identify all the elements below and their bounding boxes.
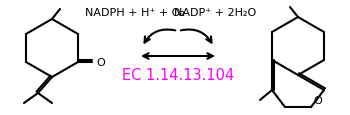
Text: O: O <box>313 95 322 105</box>
Text: O: O <box>96 58 105 67</box>
Text: NADPH + H⁺ + O₂: NADPH + H⁺ + O₂ <box>85 8 185 18</box>
Text: NADP⁺ + 2H₂O: NADP⁺ + 2H₂O <box>174 8 256 18</box>
Text: EC 1.14.13.104: EC 1.14.13.104 <box>122 67 234 82</box>
